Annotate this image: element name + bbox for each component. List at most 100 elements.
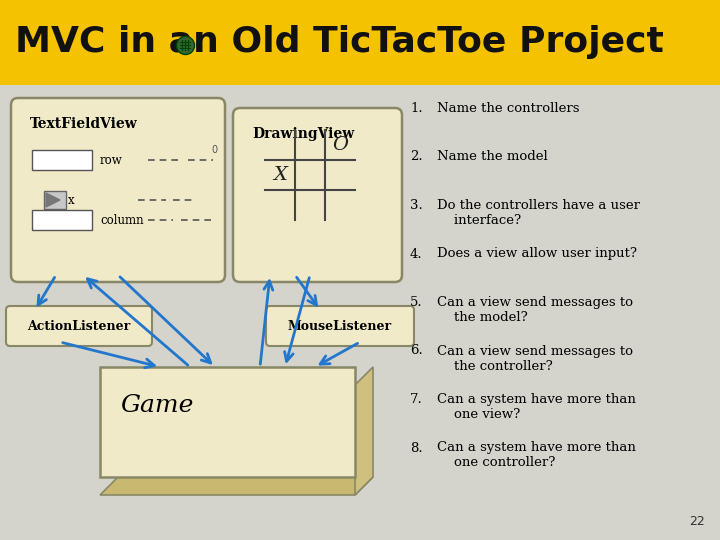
Text: ✤: ✤ bbox=[122, 484, 135, 500]
Text: ✤: ✤ bbox=[312, 333, 325, 348]
Text: ✤: ✤ bbox=[85, 105, 97, 119]
Text: ✤: ✤ bbox=[9, 180, 22, 195]
Text: ✤: ✤ bbox=[9, 219, 22, 233]
Text: ✤: ✤ bbox=[312, 180, 325, 195]
Text: ✤: ✤ bbox=[199, 408, 212, 423]
Text: ✤: ✤ bbox=[122, 105, 135, 119]
Text: ActionListener: ActionListener bbox=[27, 320, 130, 333]
Text: ✤: ✤ bbox=[199, 256, 212, 272]
Text: ✤: ✤ bbox=[351, 333, 364, 348]
Text: ✤: ✤ bbox=[9, 256, 22, 272]
Text: ✤: ✤ bbox=[161, 447, 174, 462]
Text: ✤: ✤ bbox=[9, 447, 22, 462]
Text: ✤: ✤ bbox=[85, 333, 97, 348]
Text: ✤: ✤ bbox=[9, 333, 22, 348]
Text: ✤: ✤ bbox=[9, 105, 22, 119]
Text: ✤: ✤ bbox=[312, 219, 325, 233]
Text: 2.: 2. bbox=[410, 151, 423, 164]
Text: ✤: ✤ bbox=[85, 370, 97, 386]
Text: Game: Game bbox=[120, 394, 194, 417]
Text: ✤: ✤ bbox=[161, 180, 174, 195]
Text: ✤: ✤ bbox=[237, 523, 249, 537]
Text: ✤: ✤ bbox=[237, 256, 249, 272]
Text: ✤: ✤ bbox=[237, 370, 249, 386]
Polygon shape bbox=[100, 477, 373, 495]
Text: ✤: ✤ bbox=[274, 105, 287, 119]
Text: ✤: ✤ bbox=[312, 256, 325, 272]
Text: ✤: ✤ bbox=[351, 370, 364, 386]
Text: ✤: ✤ bbox=[85, 180, 97, 195]
Text: ✤: ✤ bbox=[199, 294, 212, 309]
Text: ✤: ✤ bbox=[85, 447, 97, 462]
Text: ✤: ✤ bbox=[199, 219, 212, 233]
Text: ✤: ✤ bbox=[9, 370, 22, 386]
Text: O: O bbox=[332, 136, 348, 154]
Text: ✤: ✤ bbox=[312, 484, 325, 500]
Text: ✤: ✤ bbox=[85, 294, 97, 309]
Polygon shape bbox=[46, 193, 60, 207]
Text: ✤: ✤ bbox=[47, 333, 59, 348]
Bar bbox=[100, 367, 355, 477]
Bar bbox=[0, 85, 720, 540]
Text: ✤: ✤ bbox=[274, 523, 287, 537]
Text: ✤: ✤ bbox=[9, 523, 22, 537]
Text: ✤: ✤ bbox=[47, 370, 59, 386]
Text: ✤: ✤ bbox=[161, 370, 174, 386]
Text: Does a view allow user input?: Does a view allow user input? bbox=[437, 247, 637, 260]
Text: ✤: ✤ bbox=[274, 447, 287, 462]
Text: row: row bbox=[100, 153, 122, 166]
Text: x: x bbox=[68, 193, 75, 206]
Text: ✤: ✤ bbox=[161, 105, 174, 119]
Text: DrawingView: DrawingView bbox=[252, 127, 354, 141]
Text: ✤: ✤ bbox=[199, 180, 212, 195]
Text: MVC in an Old TicTacToe Project: MVC in an Old TicTacToe Project bbox=[15, 25, 664, 59]
Text: ✤: ✤ bbox=[312, 408, 325, 423]
FancyBboxPatch shape bbox=[6, 306, 152, 346]
Text: Name the controllers: Name the controllers bbox=[437, 102, 580, 115]
Text: ✤: ✤ bbox=[312, 370, 325, 386]
Text: ✤: ✤ bbox=[199, 143, 212, 158]
Text: ✤: ✤ bbox=[47, 143, 59, 158]
Text: ✤: ✤ bbox=[161, 143, 174, 158]
Text: ✤: ✤ bbox=[199, 333, 212, 348]
Text: ✤: ✤ bbox=[351, 523, 364, 537]
Text: ✤: ✤ bbox=[9, 294, 22, 309]
Text: ✤: ✤ bbox=[199, 105, 212, 119]
Text: 4.: 4. bbox=[410, 247, 423, 260]
Text: ✤: ✤ bbox=[85, 143, 97, 158]
Text: ✤: ✤ bbox=[47, 408, 59, 423]
Text: ✤: ✤ bbox=[122, 294, 135, 309]
Bar bbox=[0, 0, 720, 85]
Text: ✤: ✤ bbox=[122, 408, 135, 423]
Text: ✤: ✤ bbox=[85, 256, 97, 272]
Text: 7.: 7. bbox=[410, 393, 423, 406]
Text: ✤: ✤ bbox=[161, 256, 174, 272]
Text: ✤: ✤ bbox=[312, 294, 325, 309]
Text: 5.: 5. bbox=[410, 296, 423, 309]
Text: ✤: ✤ bbox=[47, 256, 59, 272]
Text: ✤: ✤ bbox=[47, 105, 59, 119]
Text: Can a system have more than
    one view?: Can a system have more than one view? bbox=[437, 393, 636, 421]
Text: ✤: ✤ bbox=[47, 180, 59, 195]
Text: ✤: ✤ bbox=[351, 143, 364, 158]
Text: ✤: ✤ bbox=[85, 408, 97, 423]
FancyBboxPatch shape bbox=[233, 108, 402, 282]
Text: ✤: ✤ bbox=[161, 333, 174, 348]
Text: ✤: ✤ bbox=[199, 523, 212, 537]
Text: ✤: ✤ bbox=[199, 447, 212, 462]
Text: ✤: ✤ bbox=[47, 219, 59, 233]
Text: ✤: ✤ bbox=[312, 523, 325, 537]
Text: 0: 0 bbox=[211, 145, 217, 155]
Text: ✤: ✤ bbox=[274, 294, 287, 309]
Text: ✤: ✤ bbox=[122, 180, 135, 195]
Text: ✤: ✤ bbox=[9, 484, 22, 500]
Text: ✤: ✤ bbox=[274, 180, 287, 195]
Text: ✤: ✤ bbox=[161, 408, 174, 423]
Bar bbox=[32, 210, 92, 230]
Text: ✤: ✤ bbox=[312, 105, 325, 119]
Text: ✤: ✤ bbox=[351, 294, 364, 309]
Text: ✤: ✤ bbox=[237, 180, 249, 195]
Text: ✤: ✤ bbox=[122, 256, 135, 272]
Text: 22: 22 bbox=[689, 515, 705, 528]
Text: 6.: 6. bbox=[410, 345, 423, 357]
